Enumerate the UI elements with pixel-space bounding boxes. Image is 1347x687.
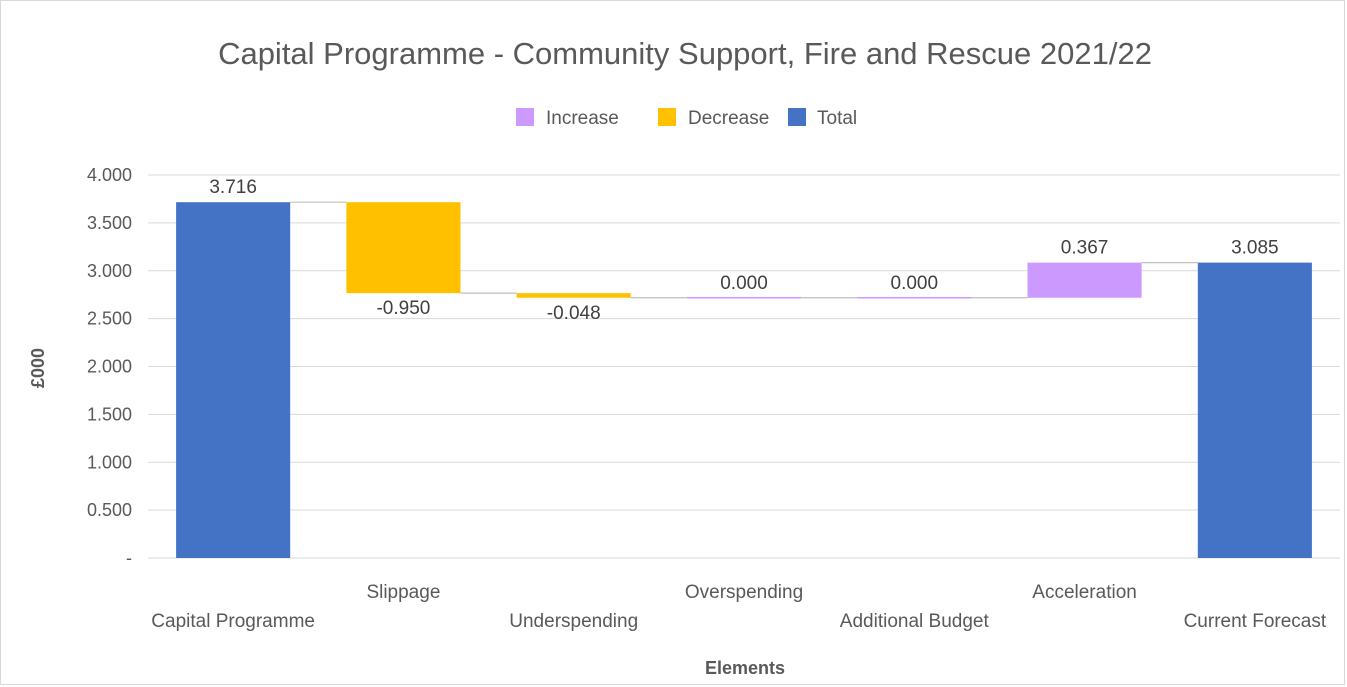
y-tick-label: 1.500 (87, 404, 132, 424)
y-tick-label: 2.000 (87, 357, 132, 377)
x-axis-title: Elements (705, 658, 785, 678)
y-tick-label: 0.500 (87, 500, 132, 520)
x-tick-label: Underspending (509, 611, 638, 632)
bar-additional-budget (857, 297, 972, 299)
y-tick-label: 3.500 (87, 213, 132, 233)
y-axis-title: £000 (28, 348, 48, 388)
y-tick-label: 1.000 (87, 452, 132, 472)
legend-swatch-decrease (658, 108, 676, 126)
x-tick-label: Acceleration (1032, 582, 1137, 603)
x-tick-label: Overspending (685, 582, 803, 603)
chart-legend: Increase Decrease Total (516, 108, 857, 129)
y-tick-label: 4.000 (87, 165, 132, 185)
chart-title: Capital Programme - Community Support, F… (218, 36, 1152, 71)
data-label: 0.000 (891, 273, 939, 294)
bar-slippage (346, 202, 461, 294)
y-axis-ticks: - 0.500 1.000 1.500 2.000 2.500 3.000 3.500 4.00… (87, 165, 132, 568)
bar-current-forecast (1197, 262, 1312, 558)
connector-lines (290, 201, 1198, 299)
x-tick-label: Capital Programme (151, 611, 315, 632)
y-tick-label: 3.000 (87, 261, 132, 281)
data-label: 3.085 (1231, 238, 1279, 259)
y-tick-label: - (126, 548, 132, 568)
bar-capital-programme (176, 202, 291, 558)
legend-label-increase: Increase (546, 108, 619, 129)
x-tick-label: Current Forecast (1184, 611, 1327, 632)
data-labels: 3.716 -0.950 -0.048 0.000 0.000 0.367 3.085 (209, 177, 1278, 324)
x-axis-categories: Capital Programme Slippage Underspending Ov… (151, 582, 1327, 632)
x-tick-label: Additional Budget (840, 611, 990, 632)
gridlines (148, 174, 1340, 559)
y-tick-label: 2.500 (87, 309, 132, 329)
bars (176, 202, 1312, 558)
data-label: -0.950 (376, 298, 430, 319)
legend-label-decrease: Decrease (688, 108, 769, 129)
data-label: 0.000 (720, 273, 768, 294)
data-label: 0.367 (1061, 238, 1109, 259)
legend-swatch-total (788, 108, 806, 126)
data-label: -0.048 (547, 303, 601, 324)
x-tick-label: Slippage (366, 582, 440, 603)
bar-underspending (516, 293, 631, 298)
legend-label-total: Total (817, 108, 857, 129)
bar-acceleration (1027, 262, 1142, 298)
bar-overspending (686, 297, 802, 299)
data-label: 3.716 (209, 177, 257, 198)
legend-swatch-increase (516, 108, 534, 126)
